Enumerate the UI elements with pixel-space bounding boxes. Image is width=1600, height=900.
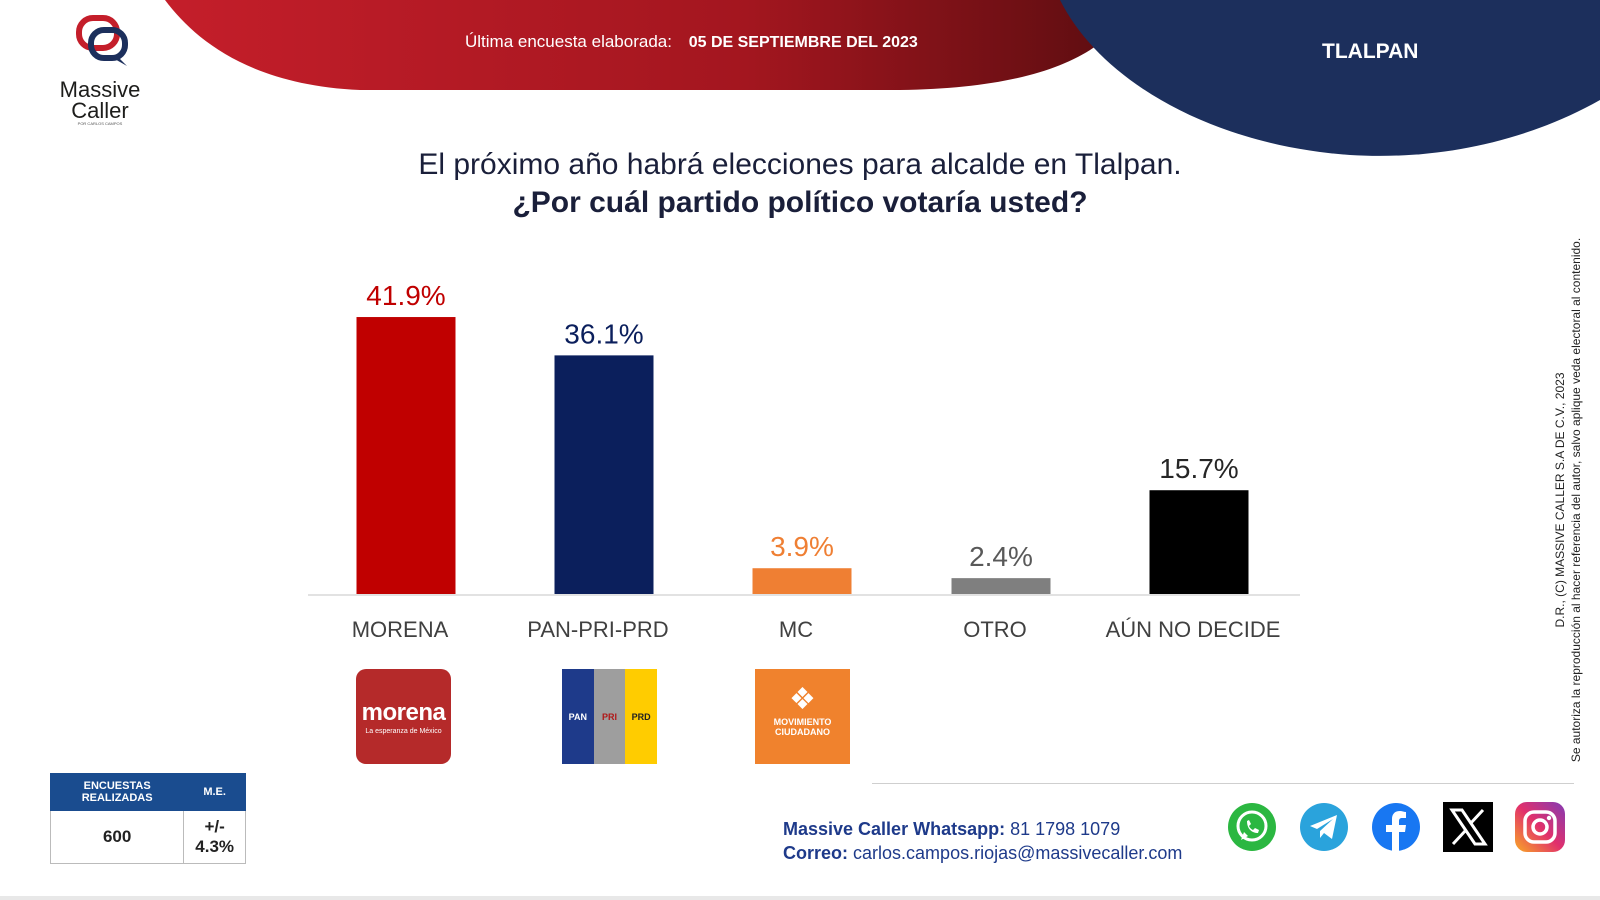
bar-otro <box>951 578 1051 594</box>
brand-name-1: Massive <box>59 77 141 102</box>
logo-bubbles-icon <box>76 15 128 66</box>
mc-logo: ❖ MOVIMIENTO CIUDADANO <box>755 669 850 764</box>
morena-logo-word: morena <box>361 699 446 726</box>
category-label-otro: OTRO <box>963 617 1027 642</box>
bar-morena <box>356 317 456 594</box>
value-label-mc: 3.9% <box>770 531 834 562</box>
question-line-2: ¿Por cuál partido político votaría usted… <box>512 186 1088 219</box>
margin-error-header: M.E. <box>183 773 246 811</box>
category-label-aun-no-decide: AÚN NO DECIDE <box>1106 617 1281 642</box>
whatsapp-line: Massive Caller Whatsapp: 81 1798 1079 <box>783 817 1182 841</box>
value-label-morena: 41.9% <box>366 280 445 311</box>
question-line-1: El próximo año habrá elecciones para alc… <box>418 148 1182 181</box>
pan-pri-prd-logo: PAN PRI PRD <box>562 669 657 764</box>
email-link[interactable]: carlos.campos.riojas@massivecaller.com <box>853 843 1183 863</box>
pri-logo: PRI <box>593 669 626 764</box>
question-block: El próximo año habrá elecciones para alc… <box>0 146 1600 222</box>
survey-date-line: Última encuesta elaborada: 05 DE SEPTIEM… <box>465 32 918 52</box>
brand-tagline: POR CARLOS CAMPOS <box>77 121 123 126</box>
category-label-pan-pri-prd: PAN-PRI-PRD <box>527 617 668 642</box>
surveys-value: 600 <box>49 810 185 864</box>
value-label-pan-pri-prd: 36.1% <box>564 318 643 349</box>
email-label: Correo: <box>783 843 849 863</box>
region-title: TLALPAN <box>1322 40 1419 63</box>
eagle-icon: ❖ <box>789 683 816 716</box>
morena-logo-slogan: La esperanza de México <box>365 728 442 735</box>
whatsapp-number[interactable]: 81 1798 1079 <box>1010 819 1121 839</box>
contact-block: Massive Caller Whatsapp: 81 1798 1079 Co… <box>783 817 1182 865</box>
footer-divider <box>872 783 1574 784</box>
x-icon[interactable] <box>1442 801 1494 853</box>
bar-aun-no-decide <box>1149 490 1249 594</box>
bar-mc <box>752 568 852 594</box>
instagram-icon[interactable] <box>1514 801 1566 853</box>
facebook-icon[interactable] <box>1370 801 1422 853</box>
massive-caller-logo: Massive Caller POR CARLOS CAMPOS <box>50 14 150 126</box>
survey-date-value: 05 DE SEPTIEMBRE DEL 2023 <box>688 34 918 51</box>
whatsapp-label: Massive Caller Whatsapp: <box>783 819 1006 839</box>
survey-date-label: Última encuesta elaborada: <box>465 32 672 51</box>
pan-logo: PAN <box>562 669 594 764</box>
prd-logo: PRD <box>625 669 657 764</box>
whatsapp-icon[interactable] <box>1226 801 1278 853</box>
mc-logo-line-1: MOVIMIENTO <box>773 717 832 727</box>
bar-pan-pri-prd <box>554 355 654 594</box>
bottom-border <box>0 896 1600 900</box>
survey-stats-table: ENCUESTAS REALIZADAS M.E. 600 +/- 4.3% <box>49 773 246 864</box>
copyright-line-1: D.R., (C) MASSIVE CALLER S.A DE C.V., 20… <box>1553 372 1567 628</box>
telegram-icon[interactable] <box>1298 801 1350 853</box>
surveys-header: ENCUESTAS REALIZADAS <box>49 773 185 811</box>
copyright-line-2: Se autoriza la reproducción al hacer ref… <box>1569 237 1583 763</box>
morena-logo: morena La esperanza de México <box>356 669 451 764</box>
copyright-notice: D.R., (C) MASSIVE CALLER S.A DE C.V., 20… <box>1552 238 1584 762</box>
value-label-otro: 2.4% <box>969 541 1033 572</box>
category-label-morena: MORENA <box>352 617 449 642</box>
email-line: Correo: carlos.campos.riojas@massivecall… <box>783 841 1182 865</box>
margin-error-value: +/- 4.3% <box>183 810 246 864</box>
category-label-mc: MC <box>779 617 813 642</box>
brand-name-2: Caller <box>71 98 129 123</box>
value-label-aun-no-decide: 15.7% <box>1159 453 1238 484</box>
mc-logo-line-2: CIUDADANO <box>775 727 830 737</box>
